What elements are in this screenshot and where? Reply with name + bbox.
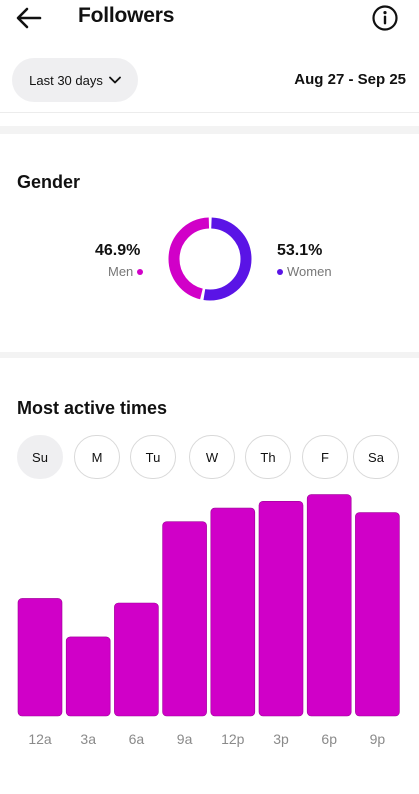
women-label-text: Women	[287, 264, 332, 279]
active-times-title: Most active times	[17, 398, 168, 418]
day-tab-su[interactable]: Su	[17, 435, 63, 479]
day-tab-w[interactable]: W	[189, 435, 235, 479]
women-percent: 53.1%	[277, 242, 323, 259]
header: Followers	[0, 0, 419, 40]
men-legend-dot	[137, 268, 144, 275]
donut-segment-women	[168, 217, 252, 301]
gender-title: Gender	[17, 172, 81, 192]
donut-segment-men	[168, 217, 252, 301]
women-label: Women	[277, 264, 332, 279]
bar-9a	[162, 521, 207, 717]
bar-12a	[17, 598, 63, 717]
x-tick-label: 12p	[221, 731, 245, 747]
info-circle-icon[interactable]	[371, 4, 399, 32]
section-divider	[0, 352, 419, 358]
x-tick-label: 3a	[80, 731, 96, 747]
page-title: Followers	[78, 4, 175, 27]
men-label-text: Men	[108, 264, 134, 279]
day-tab-m[interactable]: M	[74, 435, 120, 479]
x-tick-label: 9p	[370, 731, 386, 747]
x-tick-label: 6a	[129, 731, 145, 747]
x-tick-label: 6p	[321, 731, 337, 747]
bar-12p	[210, 507, 256, 717]
day-tab-tu[interactable]: Tu	[130, 435, 176, 479]
men-percent: 46.9%	[95, 242, 141, 259]
x-tick-label: 9a	[177, 731, 193, 747]
bar-3a	[65, 636, 111, 717]
section-divider	[0, 126, 419, 134]
date-range-dropdown-label: Last 30 days	[29, 72, 103, 88]
divider	[0, 112, 419, 113]
x-tick-label: 3p	[273, 731, 289, 747]
date-range-text: Aug 27 - Sep 25	[294, 71, 406, 88]
day-selector: Su M Tu W Th F Sa	[17, 435, 407, 481]
x-tick-label: 12a	[28, 731, 52, 747]
chevron-down-icon	[108, 76, 121, 84]
date-range-dropdown[interactable]: Last 30 days	[12, 58, 138, 102]
men-label: Men	[108, 264, 144, 279]
day-tab-f[interactable]: F	[302, 435, 348, 479]
active-times-bar-chart: 12a 3a 6a 9a 12p 3p 6p 9p	[17, 494, 400, 747]
bar-6a	[114, 602, 159, 717]
day-tab-th[interactable]: Th	[245, 435, 291, 479]
bar-9p	[355, 512, 400, 717]
arrow-left-icon[interactable]	[14, 4, 44, 32]
women-legend-dot	[277, 268, 283, 275]
bar-6p	[306, 494, 352, 717]
day-tab-sa[interactable]: Sa	[353, 435, 399, 479]
gender-donut-chart	[168, 217, 252, 301]
bar-3p	[258, 501, 304, 717]
